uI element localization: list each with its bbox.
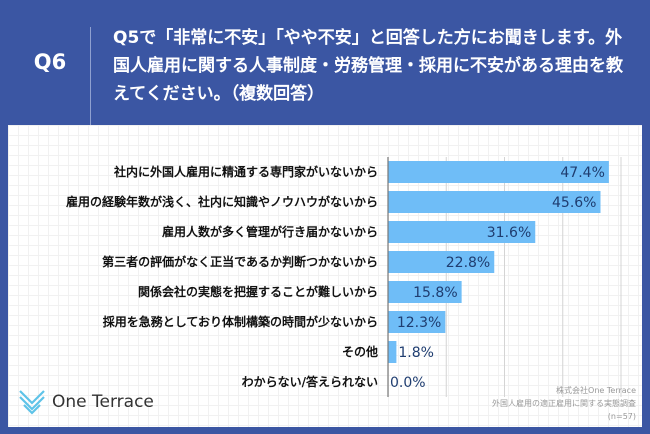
value-label: 22.8%	[446, 255, 490, 271]
source-company: 株式会社One Terrace	[556, 386, 636, 395]
source-survey: 外国人雇用の適正雇用に関する実態調査	[492, 399, 636, 408]
bar	[388, 221, 536, 243]
divider	[90, 27, 91, 132]
value-label: 45.6%	[552, 195, 596, 211]
category-label: 第三者の評価がなく正当であるか判断つかないから	[102, 254, 378, 269]
category-label: 雇用の経験年数が浅く、社内に知識やノウハウがないから	[66, 194, 378, 209]
value-label: 0.0%	[390, 375, 426, 391]
category-label: 関係会社の実態を把握することが難しいから	[138, 284, 378, 299]
category-label: わからない/答えられない	[242, 374, 378, 389]
bar	[388, 311, 446, 333]
value-label: 1.8%	[398, 345, 434, 361]
question-number: Q6	[33, 50, 67, 74]
bar	[388, 341, 397, 363]
brand-logo: One Terrace	[18, 389, 154, 415]
category-label: その他	[342, 344, 378, 359]
bar	[388, 281, 462, 303]
bar	[388, 161, 609, 183]
source-note: 株式会社One Terrace 外国人雇用の適正雇用に関する実態調査 (n=57…	[492, 384, 636, 423]
category-label: 社内に外国人雇用に精通する専門家がいないから	[113, 164, 378, 179]
logo-chevron-icon	[19, 390, 45, 415]
question-text: Q5で「非常に不安」「やや不安」と回答した方にお聞きします。外国人雇用に関する人…	[113, 28, 623, 104]
sample-size: (n=57)	[607, 412, 636, 421]
brand-name: One Terrace	[52, 392, 154, 412]
bar	[388, 251, 495, 273]
value-label: 31.6%	[487, 225, 531, 241]
category-label: 採用を急務としており体制構築の時間が少ないから	[103, 314, 378, 329]
value-label: 47.4%	[560, 165, 604, 181]
category-label: 雇用人数が多く管理が行き届かないから	[162, 224, 378, 239]
bar	[388, 191, 601, 213]
value-label: 12.3%	[397, 315, 441, 331]
value-label: 15.8%	[413, 285, 457, 301]
